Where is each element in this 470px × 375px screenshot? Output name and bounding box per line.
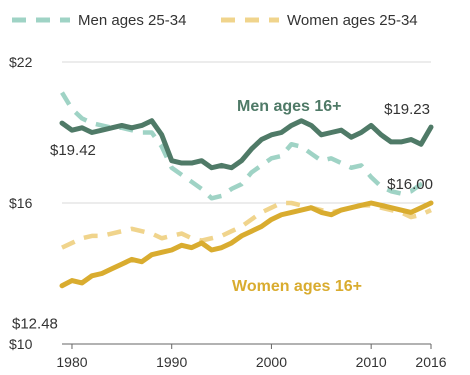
series-line-men-16-plus	[59, 118, 434, 171]
value-label-men-16-plus-start: $19.42	[50, 142, 96, 159]
series-layer	[59, 91, 434, 289]
series-line-women-16-plus	[59, 200, 434, 289]
x-tick-label: 1990	[156, 354, 187, 370]
x-tick-label: 2000	[256, 354, 287, 370]
labels-layer: $19.42 $19.23 $12.48 $16.00 Men ages 16+ Wome…	[12, 98, 433, 333]
value-label-women-16-plus-start: $12.48	[12, 316, 58, 333]
axis-layer: $22 $16 $10 1980 1990 2000 2010 2016	[9, 54, 447, 370]
value-label-women-16-plus-end: $16.00	[387, 176, 433, 193]
x-tick-label: 2010	[356, 354, 387, 370]
legend-label-women-25-34: Women ages 25-34	[287, 12, 418, 29]
annotation-women-16-plus: Women ages 16+	[232, 278, 362, 295]
series-line-women-25-34	[61, 200, 432, 250]
y-tick-label: $16	[9, 195, 33, 211]
x-tick-label: 2016	[415, 354, 446, 370]
x-tick-label: 1980	[56, 354, 87, 370]
y-tick-label: $10	[9, 336, 33, 352]
legend: Men ages 25-34 Women ages 25-34	[12, 12, 418, 29]
legend-label-men-25-34: Men ages 25-34	[78, 12, 186, 29]
y-tick-label: $22	[9, 54, 33, 70]
annotation-men-16-plus: Men ages 16+	[237, 98, 342, 115]
value-label-men-16-plus-end: $19.23	[384, 101, 430, 118]
